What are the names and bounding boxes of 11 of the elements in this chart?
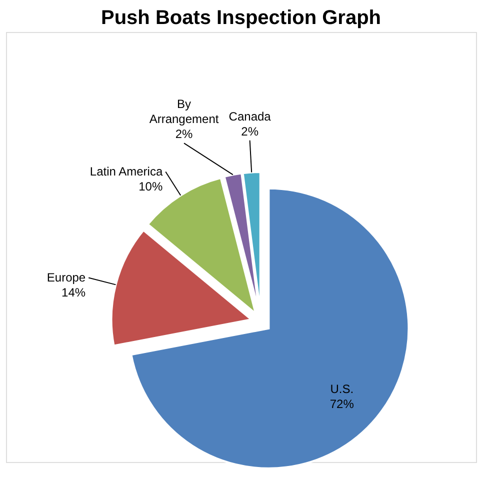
chart-title: Push Boats Inspection Graph [100, 7, 382, 29]
data-label: 72% [330, 396, 354, 411]
data-label: 2% [175, 127, 194, 142]
data-label: 10% [138, 180, 163, 194]
data-label: 2% [241, 124, 259, 138]
slice-label: Europe [46, 270, 86, 285]
slice-label: Latin America [90, 164, 163, 179]
data-label: 14% [62, 286, 86, 300]
slice-label: U.S. [330, 382, 354, 396]
slice-label: By Arrangement [149, 97, 220, 126]
slice-label: Canada [228, 109, 272, 124]
